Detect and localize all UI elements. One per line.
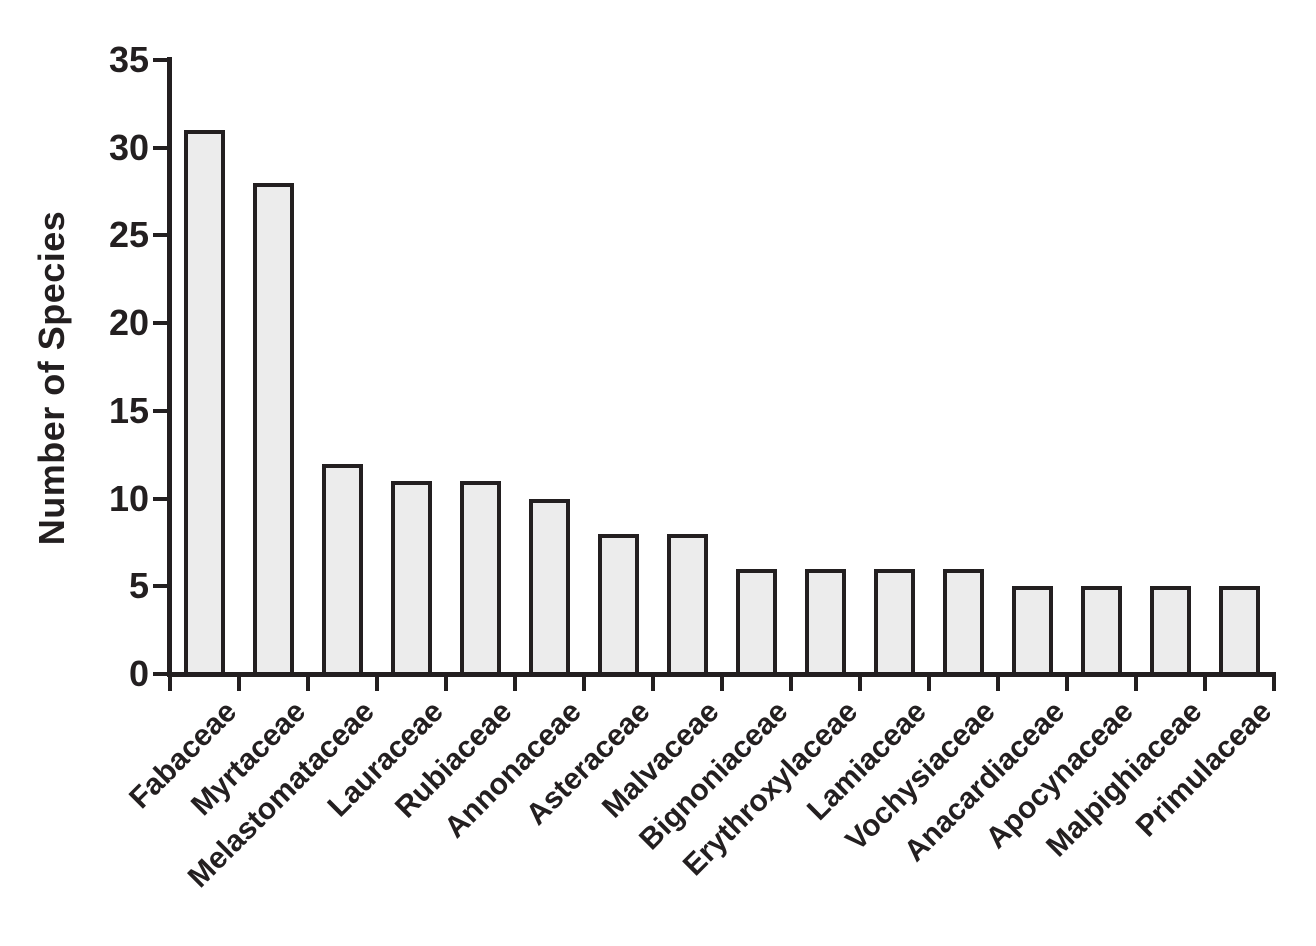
x-tick [237, 674, 241, 691]
bar [184, 130, 225, 676]
y-tick [153, 321, 168, 326]
x-axis-line [167, 672, 1276, 677]
x-tick [651, 674, 655, 691]
y-tick [153, 408, 168, 413]
bar [598, 533, 639, 676]
y-tick-label: 5 [128, 565, 149, 607]
y-tick-label: 0 [128, 653, 149, 694]
y-tick [153, 672, 168, 676]
x-tick [513, 674, 517, 691]
x-tick [720, 674, 724, 691]
y-tick [153, 58, 168, 62]
y-tick [153, 584, 168, 589]
bar [529, 498, 570, 676]
x-tick [1203, 674, 1207, 691]
x-tick [858, 674, 862, 691]
x-tick [306, 674, 310, 691]
y-tick [153, 145, 168, 150]
x-tick [789, 674, 793, 691]
y-tick-label: 30 [108, 126, 149, 168]
x-tick [1134, 674, 1138, 691]
y-tick-label: 10 [108, 477, 149, 519]
y-tick [153, 233, 168, 238]
bar [1081, 586, 1122, 676]
bar [253, 182, 294, 676]
y-tick-label: 15 [108, 389, 149, 431]
bar [874, 568, 915, 676]
x-tick [444, 674, 448, 691]
bar [805, 568, 846, 676]
x-tick [582, 674, 586, 691]
x-tick [1065, 674, 1069, 691]
x-tick [927, 674, 931, 691]
x-tick [996, 674, 1000, 691]
bar [1150, 586, 1191, 676]
bar [391, 481, 432, 676]
y-tick [153, 496, 168, 501]
bar [667, 533, 708, 676]
bar [322, 463, 363, 676]
x-tick [1272, 674, 1276, 691]
y-tick-label: 20 [108, 302, 149, 344]
y-axis-line [167, 57, 172, 677]
y-tick-label: 25 [108, 214, 149, 256]
bar [736, 568, 777, 676]
x-tick [168, 674, 172, 691]
x-tick [375, 674, 379, 691]
y-tick-label: 35 [108, 39, 149, 80]
bar [1219, 586, 1260, 676]
bar [1012, 586, 1053, 676]
bar [460, 481, 501, 676]
bar [943, 568, 984, 676]
